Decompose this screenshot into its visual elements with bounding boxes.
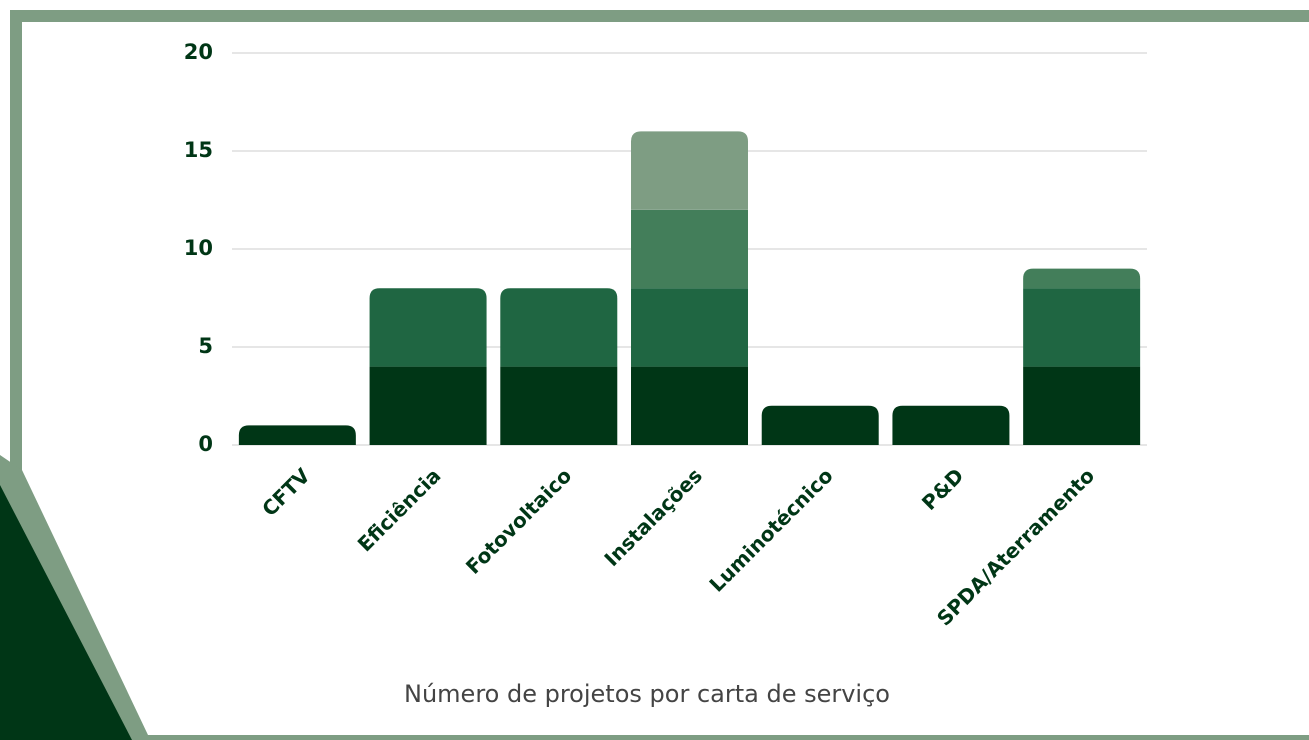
bar-segment [761,405,879,445]
y-tick-label: 5 [198,334,213,358]
y-tick-label: 10 [184,236,213,260]
bar-segment [369,288,487,367]
bar-segment [631,366,748,445]
bar-segment [1023,268,1141,289]
bar-segment [500,366,618,445]
bar-segment [238,425,356,445]
bar-segment [631,288,748,367]
chart-title: Número de projetos por carta de serviço [404,680,890,708]
bar-segment [369,366,487,445]
bar-segment [631,131,748,210]
y-tick-label: 15 [184,138,213,162]
bar-segment [1023,366,1141,445]
bar-segment [500,288,618,367]
bar-segment [1023,288,1141,367]
bar-segment [631,209,748,289]
corner-triangle [0,485,132,740]
y-tick-label: 0 [198,432,213,456]
y-tick-label: 20 [184,40,213,64]
bar-segment [892,405,1010,445]
